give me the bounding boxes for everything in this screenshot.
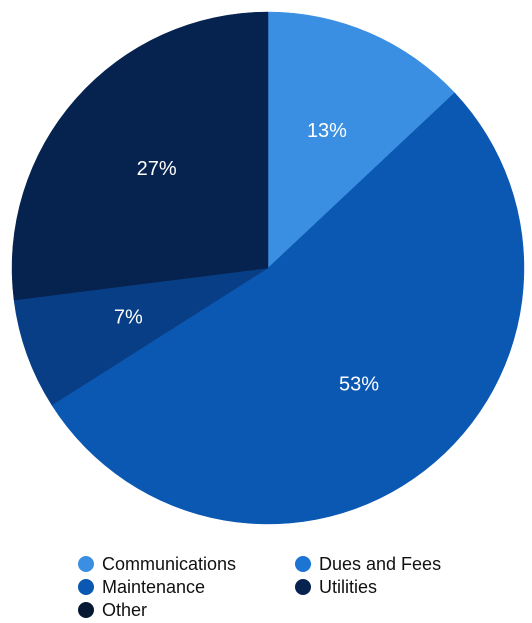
legend-swatch-communications bbox=[78, 556, 94, 572]
legend-label-utilities: Utilities bbox=[319, 576, 378, 597]
legend-item-maintenance: Maintenance bbox=[78, 576, 205, 598]
slice-label-maintenance: 53% bbox=[339, 374, 379, 396]
pie-slice-other bbox=[13, 267, 269, 406]
pie-slice-maintenance bbox=[51, 92, 525, 525]
legend-item-dues-and-fees: Dues and Fees bbox=[295, 553, 441, 575]
legend-swatch-dues-and-fees bbox=[295, 556, 311, 572]
pie-slice-communications bbox=[267, 11, 455, 269]
legend-swatch-utilities bbox=[295, 579, 311, 595]
legend-item-communications: Communications bbox=[78, 553, 236, 575]
pie-slices bbox=[11, 11, 525, 525]
legend-item-other: Other bbox=[78, 599, 147, 621]
legend-swatch-other bbox=[78, 602, 94, 618]
pie-labels: 13% 53% 7% 27% bbox=[114, 120, 379, 396]
slice-label-utilities: 27% bbox=[137, 158, 177, 180]
chart-legend: Communications Dues and Fees Maintenance… bbox=[78, 553, 508, 621]
legend-swatch-maintenance bbox=[78, 579, 94, 595]
pie-chart: 13% 53% 7% 27% bbox=[11, 11, 525, 525]
legend-label-maintenance: Maintenance bbox=[102, 576, 206, 597]
pie-slice-utilities bbox=[11, 11, 269, 301]
legend-label-communications: Communications bbox=[102, 553, 237, 574]
legend-label-dues-and-fees: Dues and Fees bbox=[319, 553, 442, 574]
legend-item-utilities: Utilities bbox=[295, 576, 377, 598]
slice-label-other: 7% bbox=[114, 307, 143, 329]
legend-label-other: Other bbox=[102, 599, 148, 620]
slice-label-communications: 13% bbox=[307, 120, 347, 142]
